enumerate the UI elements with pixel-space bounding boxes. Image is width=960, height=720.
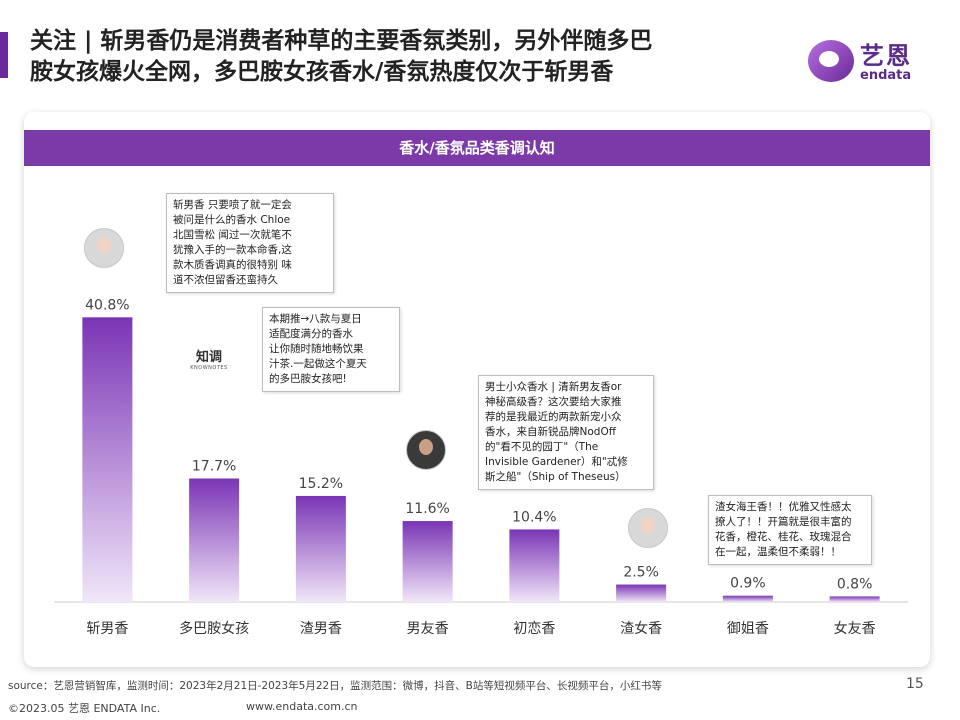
website-link[interactable]: www.endata.com.cn xyxy=(246,700,358,713)
category-label-1: 多巴胺女孩 xyxy=(179,620,249,637)
brand-logo-cn: 知调 xyxy=(195,350,222,365)
bar-7 xyxy=(829,596,880,602)
bar-value-label-0: 40.8% xyxy=(85,297,129,313)
title-accent-bar xyxy=(0,32,8,78)
user-avatar-2 xyxy=(406,430,446,470)
bar-2 xyxy=(295,495,346,602)
endata-logo-mark xyxy=(808,40,854,82)
bar-value-label-2: 15.2% xyxy=(299,476,343,492)
bar-value-label-5: 2.5% xyxy=(623,565,659,581)
category-label-6: 御姐香 xyxy=(727,621,769,637)
category-label-4: 初恋香 xyxy=(513,620,555,637)
title-line-1: 关注 | 斩男香仍是消费者种草的主要香氛类别，另外伴随多巴 xyxy=(30,28,653,54)
title-line-2: 胺女孩爆火全网，多巴胺女孩香水/香氛热度仅次于斩男香 xyxy=(30,59,614,85)
category-label-3: 男友香 xyxy=(407,621,449,637)
bar-1 xyxy=(189,478,240,602)
comment-bubble-2: 本期推→八款与夏日 适配度满分的香水 让你随时随地畅饮果 汁茶.一起做这个夏天 … xyxy=(262,307,400,392)
source-note: source：艺恩营销智库，监测时间：2023年2月21日-2023年5月22日… xyxy=(8,680,662,692)
bar-value-label-1: 17.7% xyxy=(192,458,236,474)
bar-value-label-4: 10.4% xyxy=(512,509,556,525)
bar-0 xyxy=(82,317,133,602)
bar-5 xyxy=(616,584,667,602)
chart-title-banner: 香水/香氛品类香调认知 xyxy=(24,130,930,166)
category-label-7: 女友香 xyxy=(834,620,876,637)
page-title: 关注 | 斩男香仍是消费者种草的主要香氛类别，另外伴随多巴 胺女孩爆火全网，多巴… xyxy=(30,26,800,88)
page-number: 15 xyxy=(906,676,924,692)
logo-chinese-name: 艺恩 xyxy=(860,42,912,70)
bar-value-label-7: 0.8% xyxy=(837,576,873,592)
comment-bubble-3: 男士小众香水 | 清新男友香or 神秘高级香？这次要给大家推 荐的是我最近的两款… xyxy=(478,375,654,490)
comment-bubble-4: 渣女海王香！！优雅又性感太 撩人了！！开篇就是很丰富的 花香，橙花、桂花、玫瑰混… xyxy=(708,495,872,565)
bar-value-label-3: 11.6% xyxy=(405,501,449,517)
knownotes-logo: 知调 KNOWNOTES xyxy=(184,346,234,376)
user-avatar-3 xyxy=(628,508,668,548)
brand-logo-en: KNOWNOTES xyxy=(190,365,228,371)
category-label-0: 斩男香 xyxy=(86,621,128,637)
endata-logo: 艺恩 endata xyxy=(808,36,938,88)
bar-3 xyxy=(402,521,453,602)
comment-bubble-1: 斩男香 只要喷了就一定会 被问是什么的香水 Chloe 北国雪松 闻过一次就笔不… xyxy=(166,193,334,293)
user-avatar-1 xyxy=(84,228,124,268)
category-label-2: 渣男香 xyxy=(300,621,342,637)
category-label-5: 渣女香 xyxy=(620,620,662,637)
bar-4 xyxy=(509,529,560,602)
copyright: ©2023.05 艺恩 ENDATA Inc. xyxy=(8,702,161,715)
logo-english-name: endata xyxy=(860,68,912,83)
bar-6 xyxy=(722,595,773,602)
bar-value-label-6: 0.9% xyxy=(730,576,766,592)
